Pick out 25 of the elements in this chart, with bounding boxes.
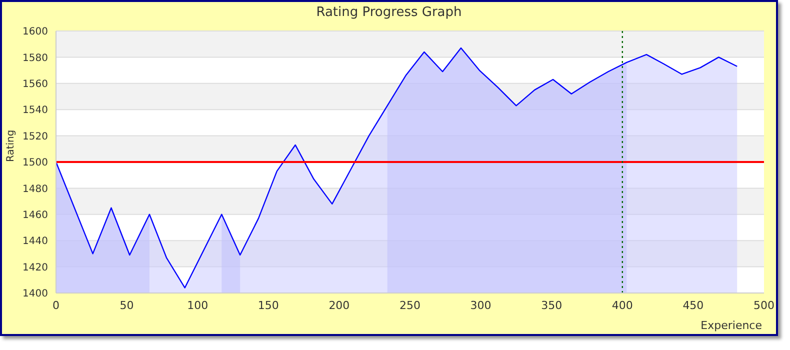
y-tick-label: 1500 [22, 158, 48, 169]
chart-title: Rating Progress Graph [315, 4, 463, 22]
y-tick-label: 1460 [22, 210, 48, 221]
x-tick-label: 350 [541, 298, 562, 312]
x-axis-title: Experience [700, 319, 762, 332]
x-tick-label: 250 [400, 298, 420, 312]
x-tick-label: 100 [187, 298, 208, 312]
y-tick-label: 1480 [22, 184, 48, 195]
x-tick-label: 400 [612, 298, 633, 312]
y-tick-label: 1520 [22, 131, 48, 142]
x-tick-label: 450 [682, 298, 704, 312]
y-tick-label: 1440 [22, 236, 48, 248]
y-tick-label: 1580 [22, 52, 48, 64]
x-tick-label: 50 [120, 298, 134, 312]
y-tick-label: 1560 [22, 78, 48, 90]
x-tick-label: 500 [754, 298, 774, 312]
y-axis-title: Rating [6, 130, 17, 162]
x-tick-label: 150 [258, 298, 279, 312]
y-tick-label: 1600 [22, 26, 48, 38]
y-tick-label: 1400 [22, 288, 48, 300]
x-tick-label: 200 [328, 298, 350, 312]
x-tick-label: 0 [52, 298, 60, 312]
y-tick-label: 1540 [22, 105, 48, 116]
x-tick-label: 300 [470, 298, 492, 312]
y-tick-label: 1420 [22, 262, 48, 274]
